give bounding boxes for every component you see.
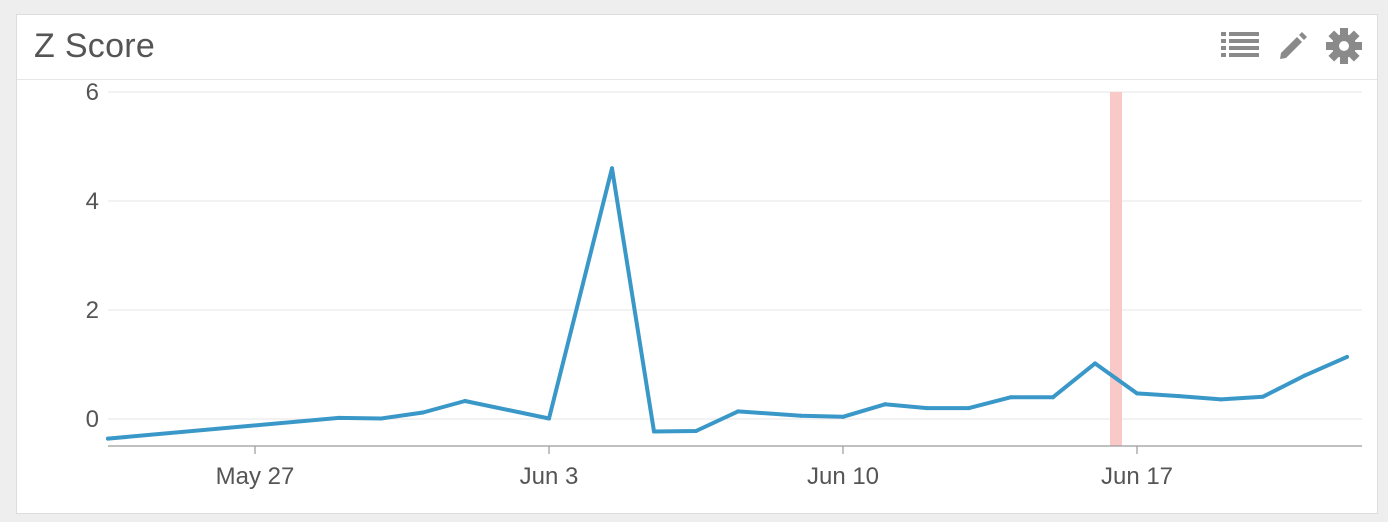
edit-pencil-icon[interactable]	[1273, 27, 1311, 65]
data-point	[463, 399, 467, 404]
data-point	[1261, 394, 1265, 399]
data-point	[379, 416, 383, 421]
legend-list-icon[interactable]	[1221, 27, 1259, 65]
x-tick-label: May 27	[216, 463, 295, 490]
data-point	[1009, 395, 1013, 400]
data-point	[547, 416, 551, 421]
data-point	[799, 413, 803, 418]
data-point	[421, 410, 425, 415]
data-point	[652, 429, 656, 434]
data-point	[1135, 391, 1139, 396]
widget-title: Z Score	[34, 27, 156, 65]
data-point	[925, 406, 929, 411]
data-point	[337, 415, 341, 420]
zscore-series-line	[106, 166, 1349, 441]
x-tick-label: Jun 10	[807, 463, 879, 490]
x-tick-label: Jun 3	[520, 463, 579, 490]
widget-toolbar	[1221, 27, 1363, 65]
y-tick-label: 4	[86, 188, 99, 215]
data-point	[736, 409, 740, 414]
data-point	[1303, 373, 1307, 378]
settings-gear-icon[interactable]	[1325, 27, 1363, 65]
highlight-band	[1110, 92, 1122, 446]
widget-header: Z Score	[17, 15, 1377, 80]
data-point	[610, 166, 614, 171]
data-point	[841, 414, 845, 419]
data-point	[1345, 354, 1349, 359]
data-point	[1093, 361, 1097, 366]
y-tick-label: 6	[86, 79, 99, 106]
data-point	[694, 428, 698, 433]
y-tick-label: 0	[86, 406, 99, 433]
x-tick-label: Jun 17	[1101, 463, 1173, 490]
data-point	[1219, 397, 1223, 402]
data-point	[1051, 395, 1055, 400]
data-point	[106, 436, 110, 441]
y-tick-label: 2	[86, 297, 99, 324]
data-point	[967, 406, 971, 411]
data-point	[883, 402, 887, 407]
data-point	[1177, 394, 1181, 399]
